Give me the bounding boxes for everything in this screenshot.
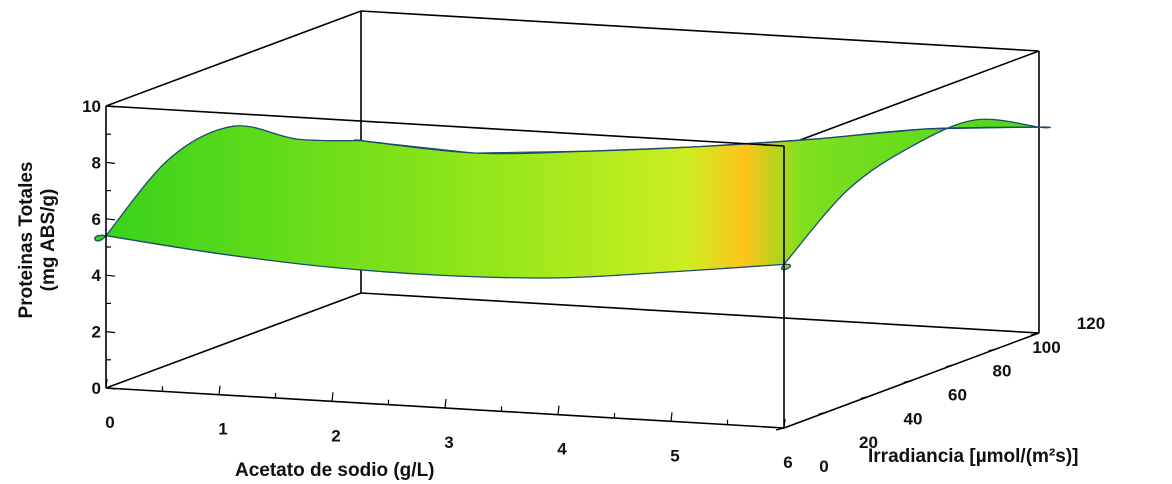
surface-back-edge xyxy=(360,126,1040,154)
x-major-tick xyxy=(783,418,786,429)
z-tick-label: 120 xyxy=(1077,314,1105,333)
z-tick-labels: 0 20 40 60 80 100 120 xyxy=(819,314,1105,476)
z-major-tick xyxy=(818,411,827,415)
x-tick-label: 6 xyxy=(783,453,792,472)
x-tick-labels: 0 1 2 3 4 5 6 xyxy=(105,413,792,472)
z-tick-label: 100 xyxy=(1032,338,1060,357)
y-tick-label: 4 xyxy=(92,266,102,285)
x-tick-label: 2 xyxy=(331,426,340,445)
y-tick-labels: 0 2 4 6 8 10 xyxy=(82,97,101,398)
y-major-tick xyxy=(105,274,116,277)
z-major-tick xyxy=(860,395,870,399)
z-tick-label: 60 xyxy=(948,386,967,405)
response-surface xyxy=(94,118,1051,279)
y-major-tick xyxy=(105,331,116,334)
z-major-tick xyxy=(903,379,912,384)
x-tick-label: 1 xyxy=(218,420,227,439)
z-major-tick xyxy=(988,348,997,352)
y-tick-label: 0 xyxy=(92,379,101,398)
x-tick-label: 3 xyxy=(444,433,453,452)
z-major-tick xyxy=(775,427,785,431)
y-major-tick xyxy=(105,105,116,108)
x-tick-label: 5 xyxy=(670,446,679,465)
y-tick-label: 8 xyxy=(92,153,101,172)
z-axis-title: Irradiancia [µmol/(m²s)] xyxy=(868,446,1078,467)
x-tick-label: 0 xyxy=(105,413,114,432)
y-major-tick xyxy=(105,161,116,164)
z-major-tick xyxy=(945,364,955,368)
z-tick-label: 0 xyxy=(819,457,828,476)
y-axis-title-line1: Proteinas Totales xyxy=(16,162,37,319)
y-tick-label: 10 xyxy=(82,97,101,116)
y-tick-label: 2 xyxy=(92,323,101,342)
z-tick-label: 20 xyxy=(859,433,878,452)
x-major-tick xyxy=(331,392,334,402)
box-edge xyxy=(105,10,362,107)
x-axis-title: Acetato de sodio (g/L) xyxy=(235,460,435,481)
box-edge xyxy=(783,50,1040,147)
z-tick-label: 80 xyxy=(993,362,1012,381)
x-major-tick xyxy=(670,412,673,422)
x-major-tick xyxy=(557,405,560,415)
x-major-tick xyxy=(444,398,447,409)
axis-ticks xyxy=(105,105,1040,431)
box-edge xyxy=(360,10,1040,52)
box-edge xyxy=(105,292,362,389)
box-edge xyxy=(105,105,785,147)
x-major-tick xyxy=(218,385,221,395)
x-major-tick xyxy=(105,378,108,389)
box-edge xyxy=(360,292,1040,334)
y-major-tick xyxy=(105,218,116,221)
y-major-tick xyxy=(105,387,116,390)
y-tick-label: 6 xyxy=(92,210,101,229)
z-major-tick xyxy=(1030,332,1040,336)
surface-patch xyxy=(94,118,1051,279)
z-tick-label: 40 xyxy=(904,409,923,428)
x-tick-label: 4 xyxy=(557,440,567,459)
y-axis-title-line2: (mg ABS/g) xyxy=(38,189,59,292)
